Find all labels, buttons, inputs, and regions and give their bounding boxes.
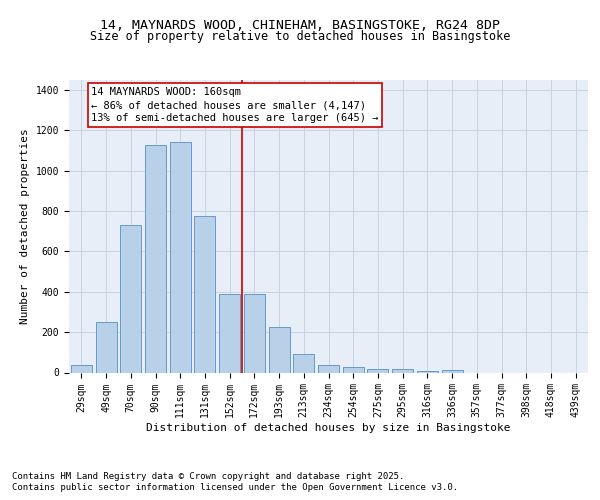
Bar — [170, 142, 191, 372]
Text: Contains HM Land Registry data © Crown copyright and database right 2025.: Contains HM Land Registry data © Crown c… — [12, 472, 404, 481]
Text: 14 MAYNARDS WOOD: 160sqm
← 86% of detached houses are smaller (4,147)
13% of sem: 14 MAYNARDS WOOD: 160sqm ← 86% of detach… — [91, 87, 379, 124]
Bar — [343, 368, 364, 372]
Bar — [293, 354, 314, 372]
Bar — [442, 370, 463, 372]
Bar — [120, 225, 141, 372]
Text: Contains public sector information licensed under the Open Government Licence v3: Contains public sector information licen… — [12, 484, 458, 492]
Bar — [318, 366, 339, 372]
Bar — [367, 369, 388, 372]
Bar — [71, 366, 92, 372]
Text: Size of property relative to detached houses in Basingstoke: Size of property relative to detached ho… — [90, 30, 510, 43]
Y-axis label: Number of detached properties: Number of detached properties — [20, 128, 30, 324]
Bar — [95, 322, 116, 372]
Text: 14, MAYNARDS WOOD, CHINEHAM, BASINGSTOKE, RG24 8DP: 14, MAYNARDS WOOD, CHINEHAM, BASINGSTOKE… — [100, 19, 500, 32]
Bar — [269, 326, 290, 372]
Bar — [145, 144, 166, 372]
X-axis label: Distribution of detached houses by size in Basingstoke: Distribution of detached houses by size … — [146, 423, 511, 433]
Bar — [219, 294, 240, 372]
Bar — [244, 294, 265, 372]
Bar — [194, 216, 215, 372]
Bar — [392, 370, 413, 372]
